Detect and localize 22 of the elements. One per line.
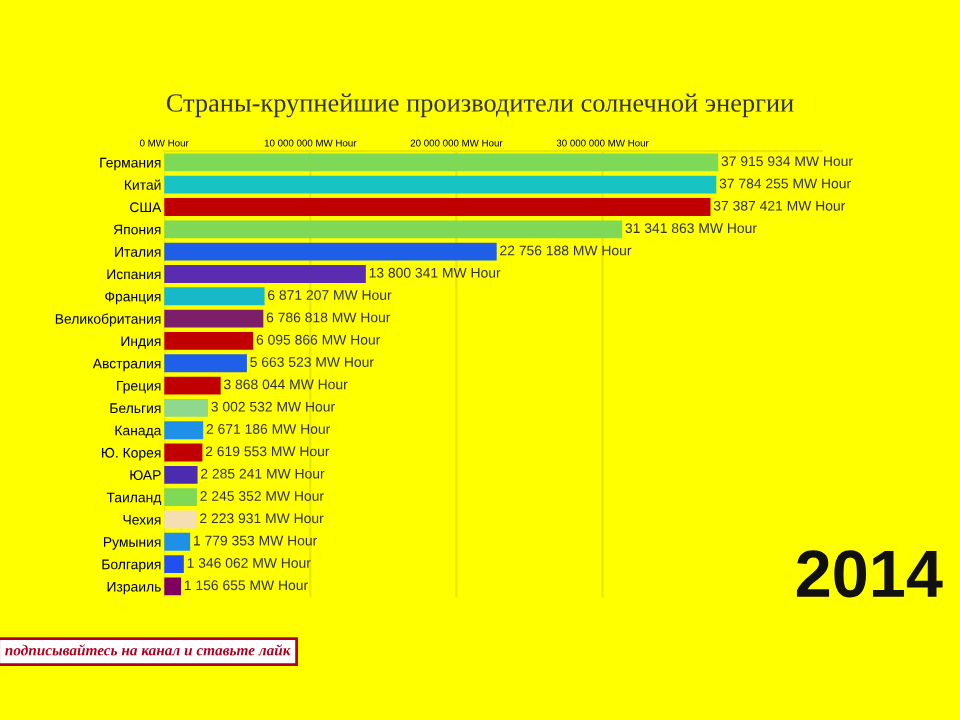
- bar: [164, 287, 265, 306]
- bar: [164, 265, 366, 283]
- chart-title: Страны-крупнейшие производители солнечной энергии: [166, 93, 794, 118]
- bar: [164, 242, 497, 261]
- bar: [164, 443, 203, 462]
- bar: [164, 555, 184, 574]
- bar: [164, 354, 247, 373]
- bar: [164, 488, 197, 507]
- bar: [164, 331, 254, 350]
- bar: [164, 198, 711, 216]
- bar: [164, 220, 623, 239]
- bar: [164, 421, 204, 440]
- bar: [164, 510, 197, 529]
- bar: [164, 532, 191, 551]
- bar: [164, 175, 717, 194]
- bar: [164, 309, 264, 328]
- bar: [164, 153, 719, 172]
- bar: [164, 376, 221, 395]
- annotation: 2014: [796, 550, 943, 598]
- bar: [164, 398, 209, 417]
- bar: [164, 465, 198, 484]
- bar: [164, 577, 182, 596]
